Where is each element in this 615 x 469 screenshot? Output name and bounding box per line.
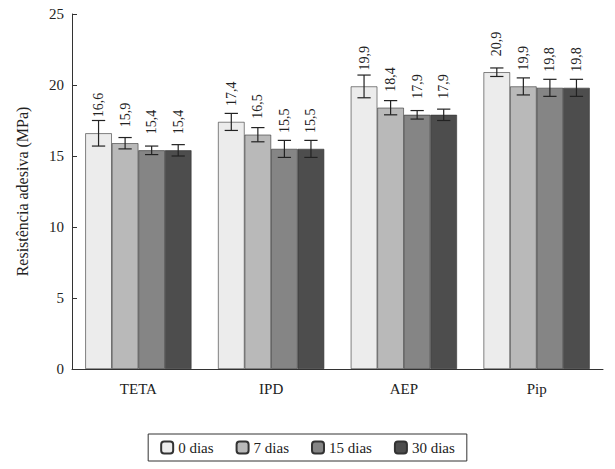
- svg-text:25: 25: [49, 6, 64, 22]
- svg-text:AEP: AEP: [390, 381, 418, 397]
- svg-text:19,9: 19,9: [357, 46, 372, 71]
- svg-text:Pip: Pip: [527, 381, 547, 397]
- svg-text:15,4: 15,4: [171, 110, 186, 135]
- svg-text:0 dias: 0 dias: [178, 440, 214, 456]
- svg-text:5: 5: [57, 290, 65, 306]
- svg-text:IPD: IPD: [259, 381, 283, 397]
- svg-text:15,4: 15,4: [144, 110, 159, 135]
- svg-text:TETA: TETA: [120, 381, 157, 397]
- svg-text:15,9: 15,9: [118, 103, 133, 128]
- svg-text:19,8: 19,8: [569, 47, 584, 72]
- svg-text:15 dias: 15 dias: [329, 440, 372, 456]
- svg-text:20,9: 20,9: [489, 32, 504, 57]
- svg-text:15,5: 15,5: [303, 108, 318, 133]
- svg-text:15,5: 15,5: [277, 108, 292, 133]
- svg-text:17,4: 17,4: [224, 81, 239, 106]
- svg-text:17,9: 17,9: [410, 74, 425, 99]
- svg-text:17,9: 17,9: [436, 74, 451, 99]
- svg-text:10: 10: [49, 219, 64, 235]
- svg-text:20: 20: [49, 77, 64, 93]
- svg-text:19,9: 19,9: [516, 46, 531, 71]
- svg-text:30 dias: 30 dias: [412, 440, 455, 456]
- svg-text:16,5: 16,5: [250, 94, 265, 119]
- svg-text:0: 0: [57, 361, 65, 377]
- svg-text:7 dias: 7 dias: [254, 440, 290, 456]
- svg-text:16,6: 16,6: [91, 93, 106, 118]
- svg-text:19,8: 19,8: [542, 47, 557, 72]
- svg-text:15: 15: [49, 148, 64, 164]
- svg-text:18,4: 18,4: [383, 67, 398, 92]
- svg-text:Resistência adesiva (MPa): Resistência adesiva (MPa): [14, 107, 32, 277]
